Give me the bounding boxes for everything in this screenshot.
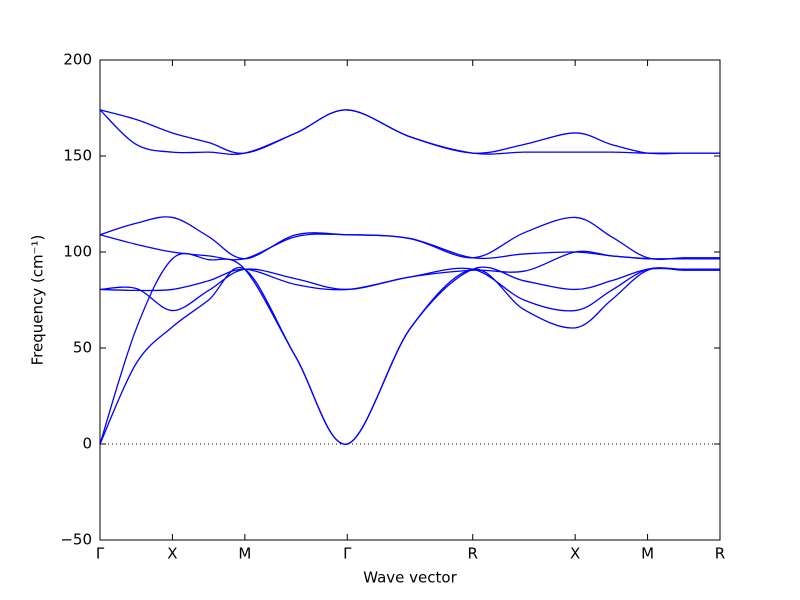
x-tick-label: Γ [96, 545, 105, 563]
band-line [99, 266, 720, 445]
x-tick-label: M [238, 545, 251, 563]
y-tick-label: 150 [63, 147, 92, 165]
x-tick-label: X [167, 545, 177, 563]
y-tick-label: 100 [63, 243, 92, 261]
y-axis-label: Frequency (cm⁻¹) [29, 235, 47, 366]
band-line [99, 109, 720, 155]
x-tick-label: M [641, 545, 654, 563]
y-tick-label: 0 [82, 435, 92, 453]
x-tick-label: R [715, 545, 725, 563]
x-tick-label: X [570, 545, 580, 563]
y-tick-label: 200 [63, 51, 92, 69]
x-tick-label: R [468, 545, 478, 563]
y-tick-label: 50 [73, 339, 92, 357]
x-tick-label: Γ [343, 545, 352, 563]
x-axis-label: Wave vector [363, 569, 457, 587]
plot-frame [99, 59, 721, 541]
y-tick-label: −50 [60, 531, 92, 549]
band-line [99, 250, 720, 312]
